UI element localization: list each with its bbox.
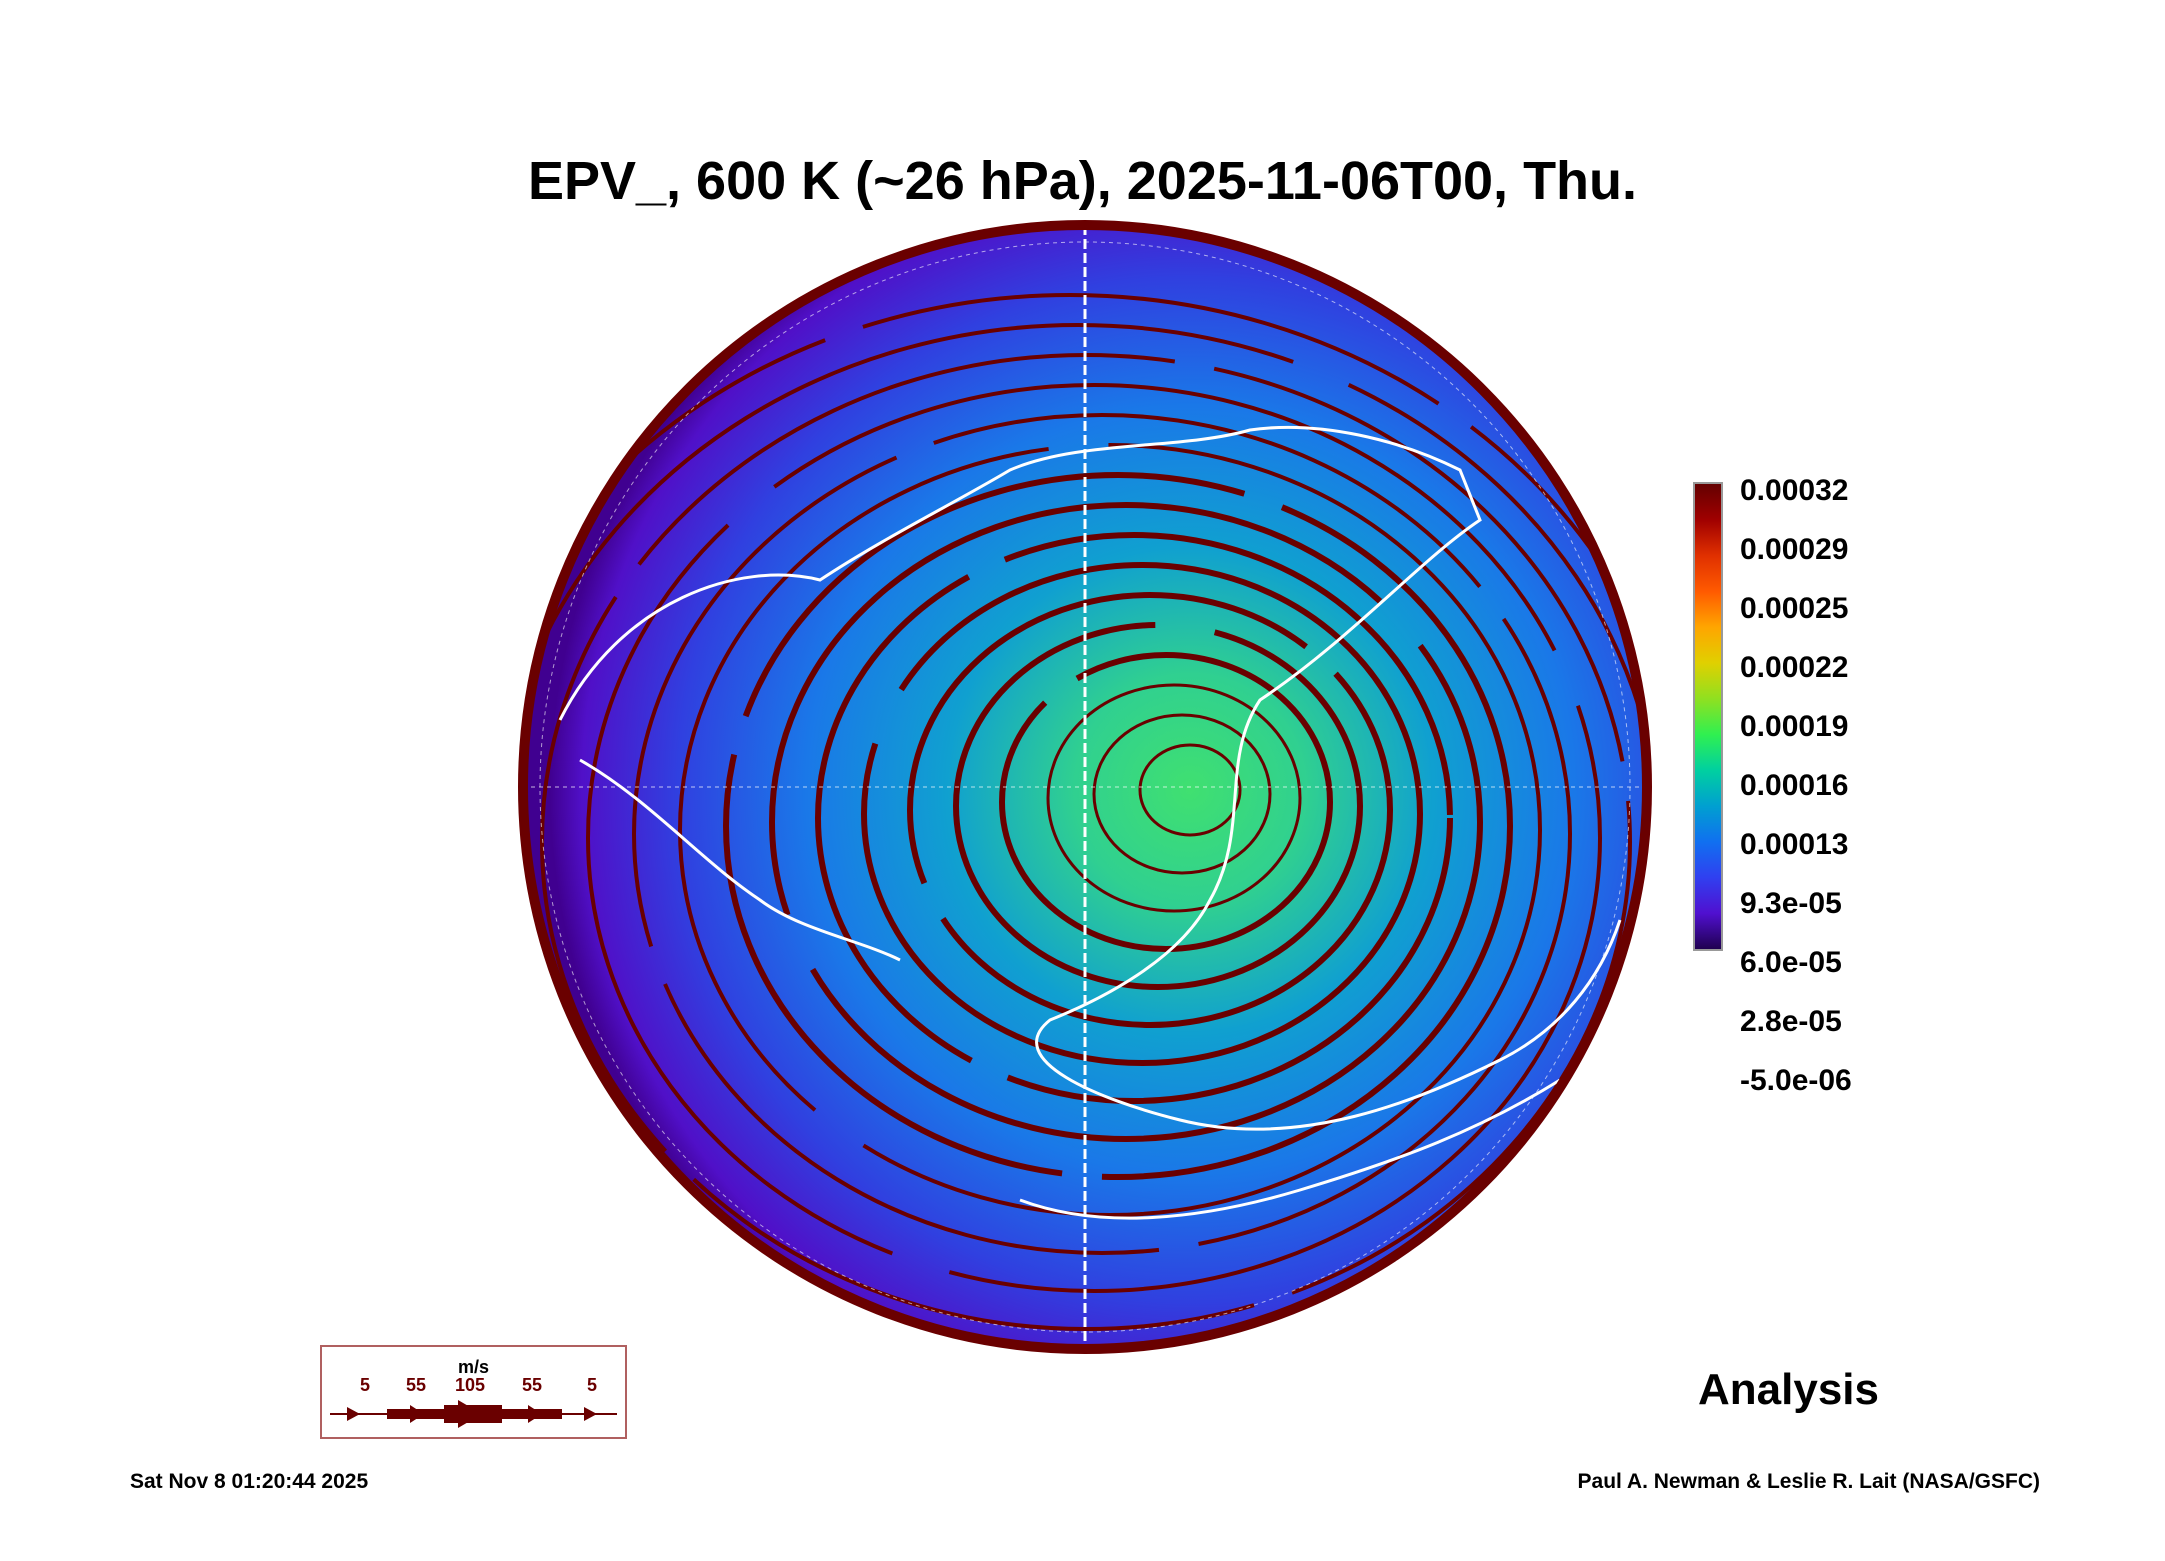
- wind-arrow-scale: [330, 1400, 617, 1428]
- streamline: [815, 532, 1453, 1104]
- streamline: [586, 383, 1602, 1293]
- streamline: [678, 443, 1542, 1217]
- streamline: [1092, 713, 1272, 875]
- streamline: [953, 622, 1363, 990]
- streamline: [769, 502, 1483, 1142]
- coastline: [558, 425, 1622, 1131]
- streamline: [523, 323, 1647, 1349]
- streamlines: [523, 225, 1647, 1349]
- speed-label: 5: [360, 1375, 371, 1395]
- analysis-label: Analysis: [1698, 1365, 1879, 1414]
- colorbar-tick-label: 0.00029: [1740, 533, 1849, 566]
- colorbar-tick-label: 0.00016: [1740, 769, 1849, 802]
- coastline: [579, 758, 1561, 1220]
- timestamp: Sat Nov 8 01:20:44 2025: [130, 1470, 369, 1493]
- streamline: [723, 472, 1513, 1180]
- streamline: [999, 652, 1333, 952]
- colorbar-tick-label: 0.00032: [1740, 474, 1849, 507]
- colorbar-tick-label: 0.00013: [1740, 828, 1849, 861]
- colorbar-tick-label: 6.0e-05: [1740, 946, 1842, 979]
- streamline: [907, 592, 1393, 1028]
- map-boundary: [518, 220, 1652, 1354]
- speed-label: 5: [587, 1375, 598, 1395]
- speed-label: 55: [522, 1375, 543, 1395]
- wind-unit: m/s: [457, 1357, 490, 1377]
- streamline: [632, 413, 1572, 1255]
- colorbar-tick-label: -5.0e-06: [1740, 1064, 1852, 1097]
- streamline: [523, 293, 1647, 1349]
- colorbar-tick-label: 0.00019: [1740, 710, 1849, 743]
- speed-label: 105: [455, 1375, 486, 1395]
- streamline: [1046, 683, 1302, 913]
- colorbar-tick-label: 9.3e-05: [1740, 887, 1842, 920]
- colorbar-tick-label: 2.8e-05: [1740, 1005, 1842, 1038]
- plot-title: EPV_, 600 K (~26 hPa), 2025-11-06T00, Th…: [527, 151, 1638, 211]
- credit: Paul A. Newman & Leslie R. Lait (NASA/GS…: [1577, 1470, 2040, 1493]
- streamline: [1138, 743, 1242, 837]
- colorbar: [1693, 482, 1723, 951]
- speed-label: 55: [406, 1375, 427, 1395]
- colorbar-tick-label: 0.00022: [1740, 651, 1849, 684]
- wind-speed-legend: m/s 5 55 105 55 5: [320, 1345, 627, 1439]
- colorbar-tick-label: 0.00025: [1740, 592, 1849, 625]
- streamline: [861, 562, 1423, 1066]
